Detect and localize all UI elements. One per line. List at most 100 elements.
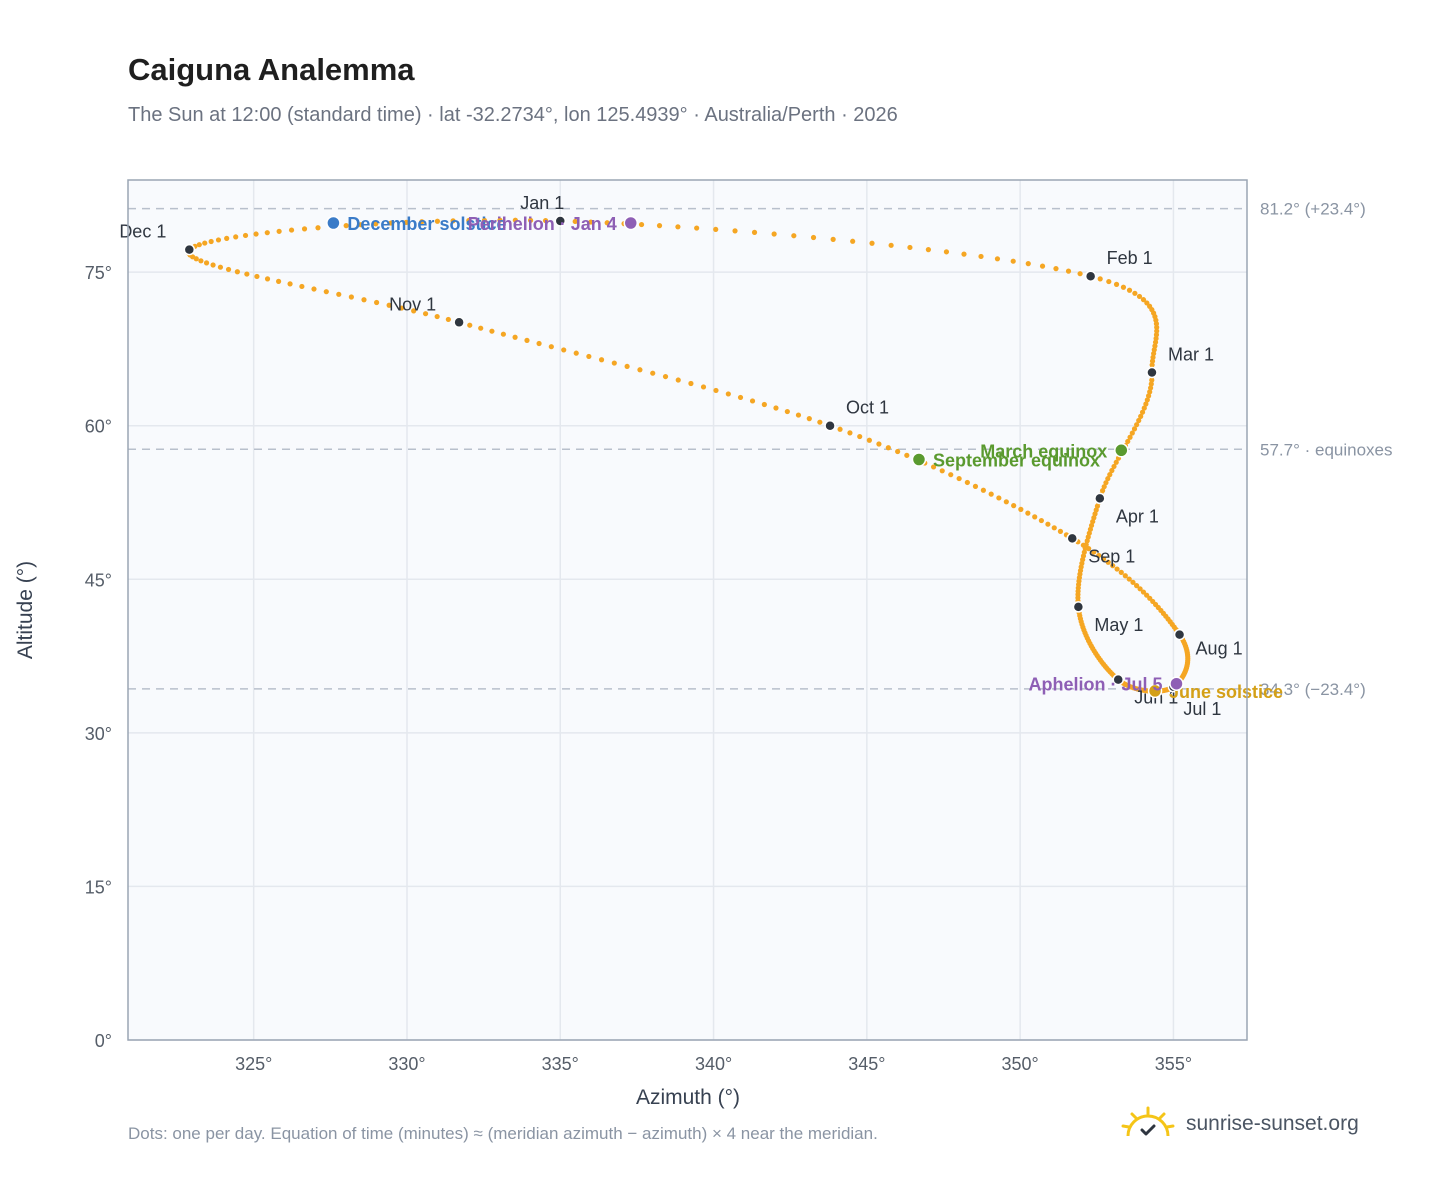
daily-dot [1103, 480, 1109, 486]
daily-dot [1139, 409, 1146, 415]
daily-dot [1136, 417, 1142, 424]
daily-dot [1099, 488, 1106, 494]
daily-dot [1053, 266, 1059, 272]
brand[interactable]: sunrise-sunset.org [1120, 1104, 1359, 1144]
x-tick-label: 340° [695, 1054, 732, 1074]
event-marker [1169, 676, 1184, 691]
daily-dot [481, 217, 488, 223]
daily-dot [1051, 525, 1057, 531]
daily-dot [771, 231, 777, 237]
daily-dot [275, 278, 282, 284]
daily-dot [751, 229, 758, 235]
daily-dot [837, 426, 843, 432]
daily-dot [604, 220, 610, 226]
daily-dot [638, 221, 645, 228]
event-label: September equinox [933, 451, 1100, 471]
plot-frame [127, 179, 1248, 1041]
daily-dot [1141, 405, 1147, 411]
event-label: Aphelion · Jul 5 [1028, 675, 1162, 695]
daily-dot [1147, 385, 1154, 391]
month-marker [1112, 673, 1124, 686]
daily-dot [857, 433, 863, 440]
brand-name: sunrise-sunset.org [1186, 1112, 1359, 1135]
daily-dot [411, 308, 417, 314]
daily-dot [264, 276, 271, 282]
daily-dot [1018, 506, 1024, 512]
daily-dot [542, 217, 549, 224]
daily-dot [343, 223, 349, 229]
daily-dot [907, 244, 913, 251]
daily-dot [795, 412, 802, 418]
daily-dot [466, 217, 472, 224]
chart-title: Caiguna Analemma [128, 52, 415, 87]
daily-dot [948, 472, 954, 478]
daily-dot [500, 331, 506, 337]
daily-dot [586, 353, 592, 360]
daily-dot [869, 240, 875, 246]
daily-dot [725, 391, 731, 397]
daily-dot [299, 283, 305, 290]
daily-dot [611, 360, 617, 366]
event-marker [911, 452, 927, 467]
daily-dot [930, 464, 937, 470]
month-marker [1146, 366, 1158, 379]
month-marker [1072, 601, 1085, 613]
daily-dot [972, 483, 979, 489]
daily-dot [850, 238, 856, 244]
daily-dot [373, 221, 379, 227]
daily-dot [1038, 517, 1044, 524]
daily-dot [536, 340, 542, 347]
daily-dot [573, 350, 579, 356]
daily-dot [287, 281, 293, 287]
daily-dot [264, 230, 270, 236]
daily-dot [512, 334, 518, 340]
daily-dot [1134, 583, 1140, 589]
month-label: Oct 1 [846, 398, 889, 418]
daily-dot [244, 271, 250, 277]
daily-dot [1111, 463, 1117, 470]
daily-dot [323, 289, 329, 295]
reference-line-label: 81.2° (+23.4°) [1260, 200, 1366, 219]
daily-dot [1109, 467, 1115, 474]
daily-dot [512, 217, 518, 223]
daily-dot [1154, 328, 1160, 334]
y-tick-label: 0° [95, 1031, 112, 1051]
daily-dot [904, 452, 910, 458]
daily-dot [1134, 422, 1140, 428]
daily-dot [1140, 297, 1147, 303]
daily-dot [572, 218, 578, 225]
daily-dot [1143, 401, 1149, 407]
daily-dot [713, 226, 719, 233]
axis-ticks: 325° 330° 335° 340° 345° 350° 355° 0° 15° 30° 45° 6… [85, 263, 1192, 1074]
daily-dot [737, 394, 744, 401]
daily-dot [215, 237, 222, 243]
daily-dot [700, 384, 707, 390]
daily-dot [784, 408, 790, 415]
daily-dot [847, 430, 853, 436]
daily-dot [1113, 459, 1119, 465]
daily-dot [467, 322, 473, 328]
daily-dot [688, 380, 694, 387]
daily-dot [242, 232, 249, 239]
daily-dot [732, 228, 738, 234]
daily-dot [388, 220, 394, 226]
daily-dot [1149, 377, 1155, 383]
daily-dot [1045, 521, 1051, 527]
daily-dot [254, 273, 260, 280]
daily-dot [203, 260, 210, 266]
daily-dot [1154, 324, 1160, 330]
daily-dot [866, 437, 872, 443]
daily-dot [1032, 514, 1038, 520]
daily-dot [1039, 263, 1046, 269]
daily-dot [419, 219, 425, 225]
daily-dot [1077, 271, 1083, 277]
daily-dot [1091, 549, 1097, 555]
daily-dot [1140, 589, 1147, 595]
daily-dot [1127, 434, 1133, 440]
daily-dot [348, 294, 354, 300]
daily-dot [373, 299, 380, 306]
daily-dot [210, 262, 216, 268]
daily-dot [198, 258, 204, 264]
daily-dot [773, 405, 779, 411]
